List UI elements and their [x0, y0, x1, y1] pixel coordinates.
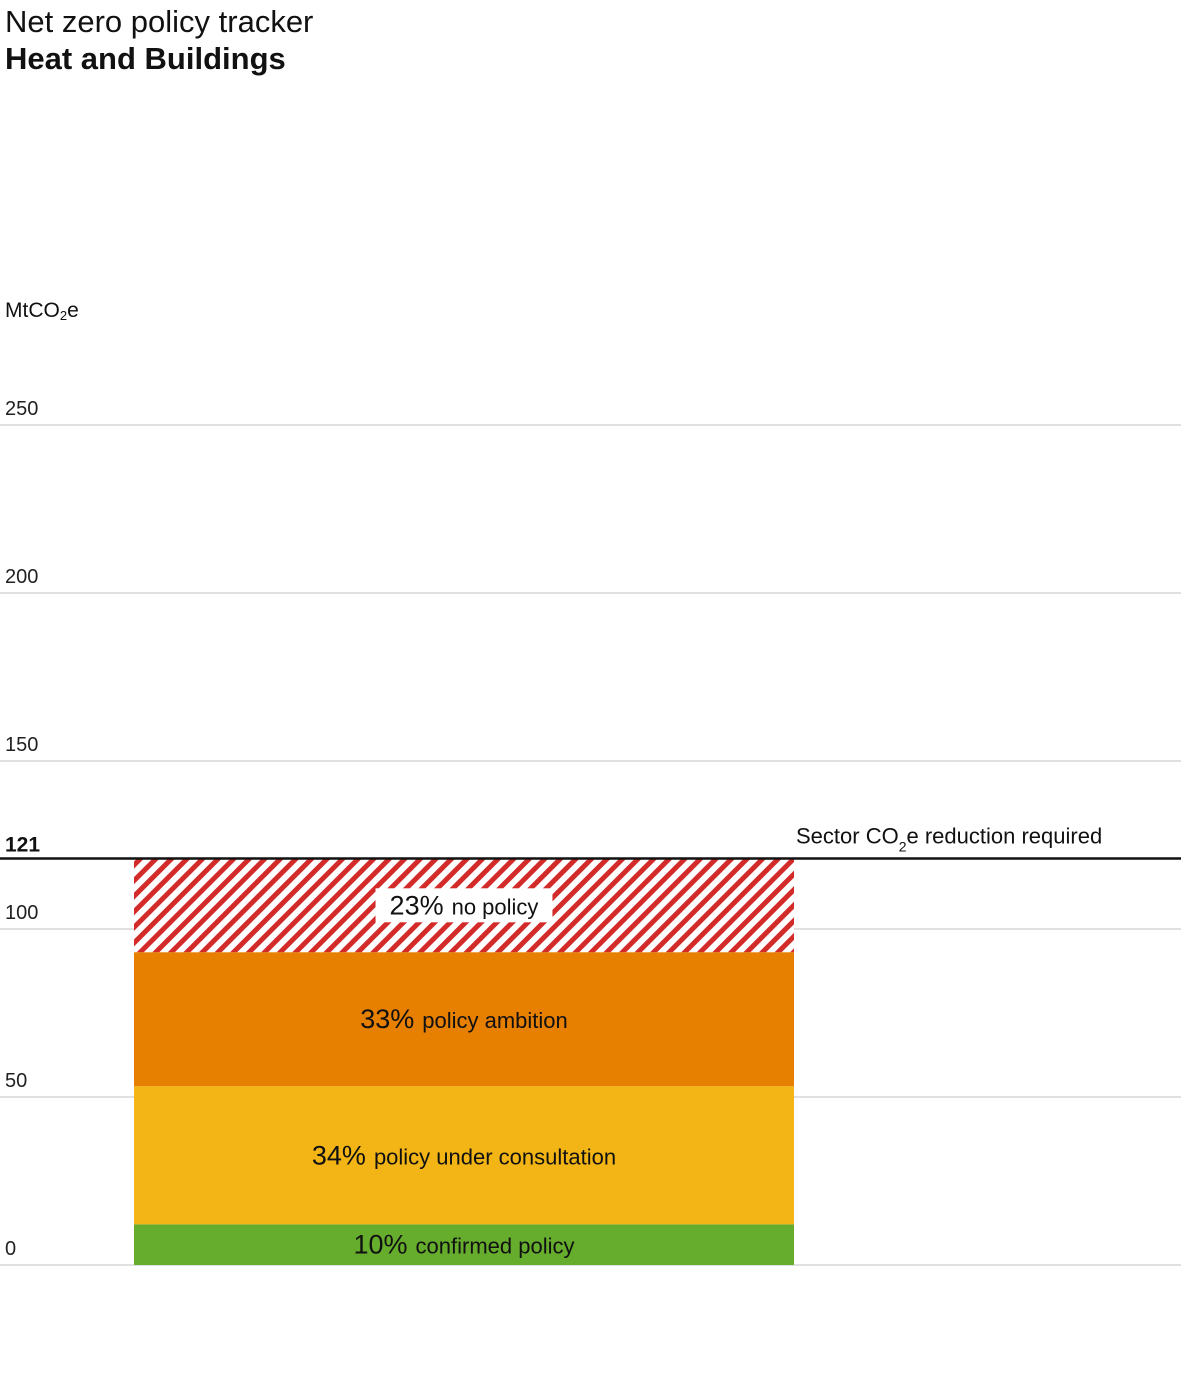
bar-segments: 10% confirmed policy 34% policy under consu…	[134, 858, 794, 1265]
segment-label: 23% no policy	[390, 890, 539, 920]
y-tick-label: 0	[5, 1238, 16, 1260]
y-axis-ticks: 0 50 100 150 200 250	[5, 398, 38, 1260]
segment-label: 10% confirmed policy	[354, 1230, 575, 1260]
bar-segment	[134, 1224, 794, 1265]
y-tick-label: 50	[5, 1070, 27, 1092]
segment-label-group: 10% confirmed policy	[354, 1230, 575, 1260]
y-tick-label: 150	[5, 734, 38, 756]
chart-title: Net zero policy tracker	[5, 4, 314, 39]
y-axis-unit-label: MtCO2e	[5, 299, 79, 323]
segment-label-group: 34% policy under consultation	[312, 1140, 616, 1170]
y-tick-label: 100	[5, 902, 38, 924]
segment-label: 34% policy under consultation	[312, 1140, 616, 1170]
y-tick-label: 250	[5, 398, 38, 420]
bar-segment	[134, 1086, 794, 1225]
segment-label-background	[375, 888, 553, 923]
segment-label-group: 23% no policy	[375, 888, 553, 923]
y-tick-label: 200	[5, 566, 38, 588]
chart-subtitle: Heat and Buildings	[5, 41, 286, 76]
segment-label: 33% policy ambition	[360, 1004, 568, 1034]
segment-label-group: 33% policy ambition	[360, 1004, 568, 1034]
reference-line-label: Sector CO2e reduction required	[796, 823, 1102, 854]
reference-line-group: 121 Sector CO2e reduction required	[0, 823, 1181, 860]
bar-segment	[134, 952, 794, 1087]
reference-value-label: 121	[5, 833, 40, 856]
